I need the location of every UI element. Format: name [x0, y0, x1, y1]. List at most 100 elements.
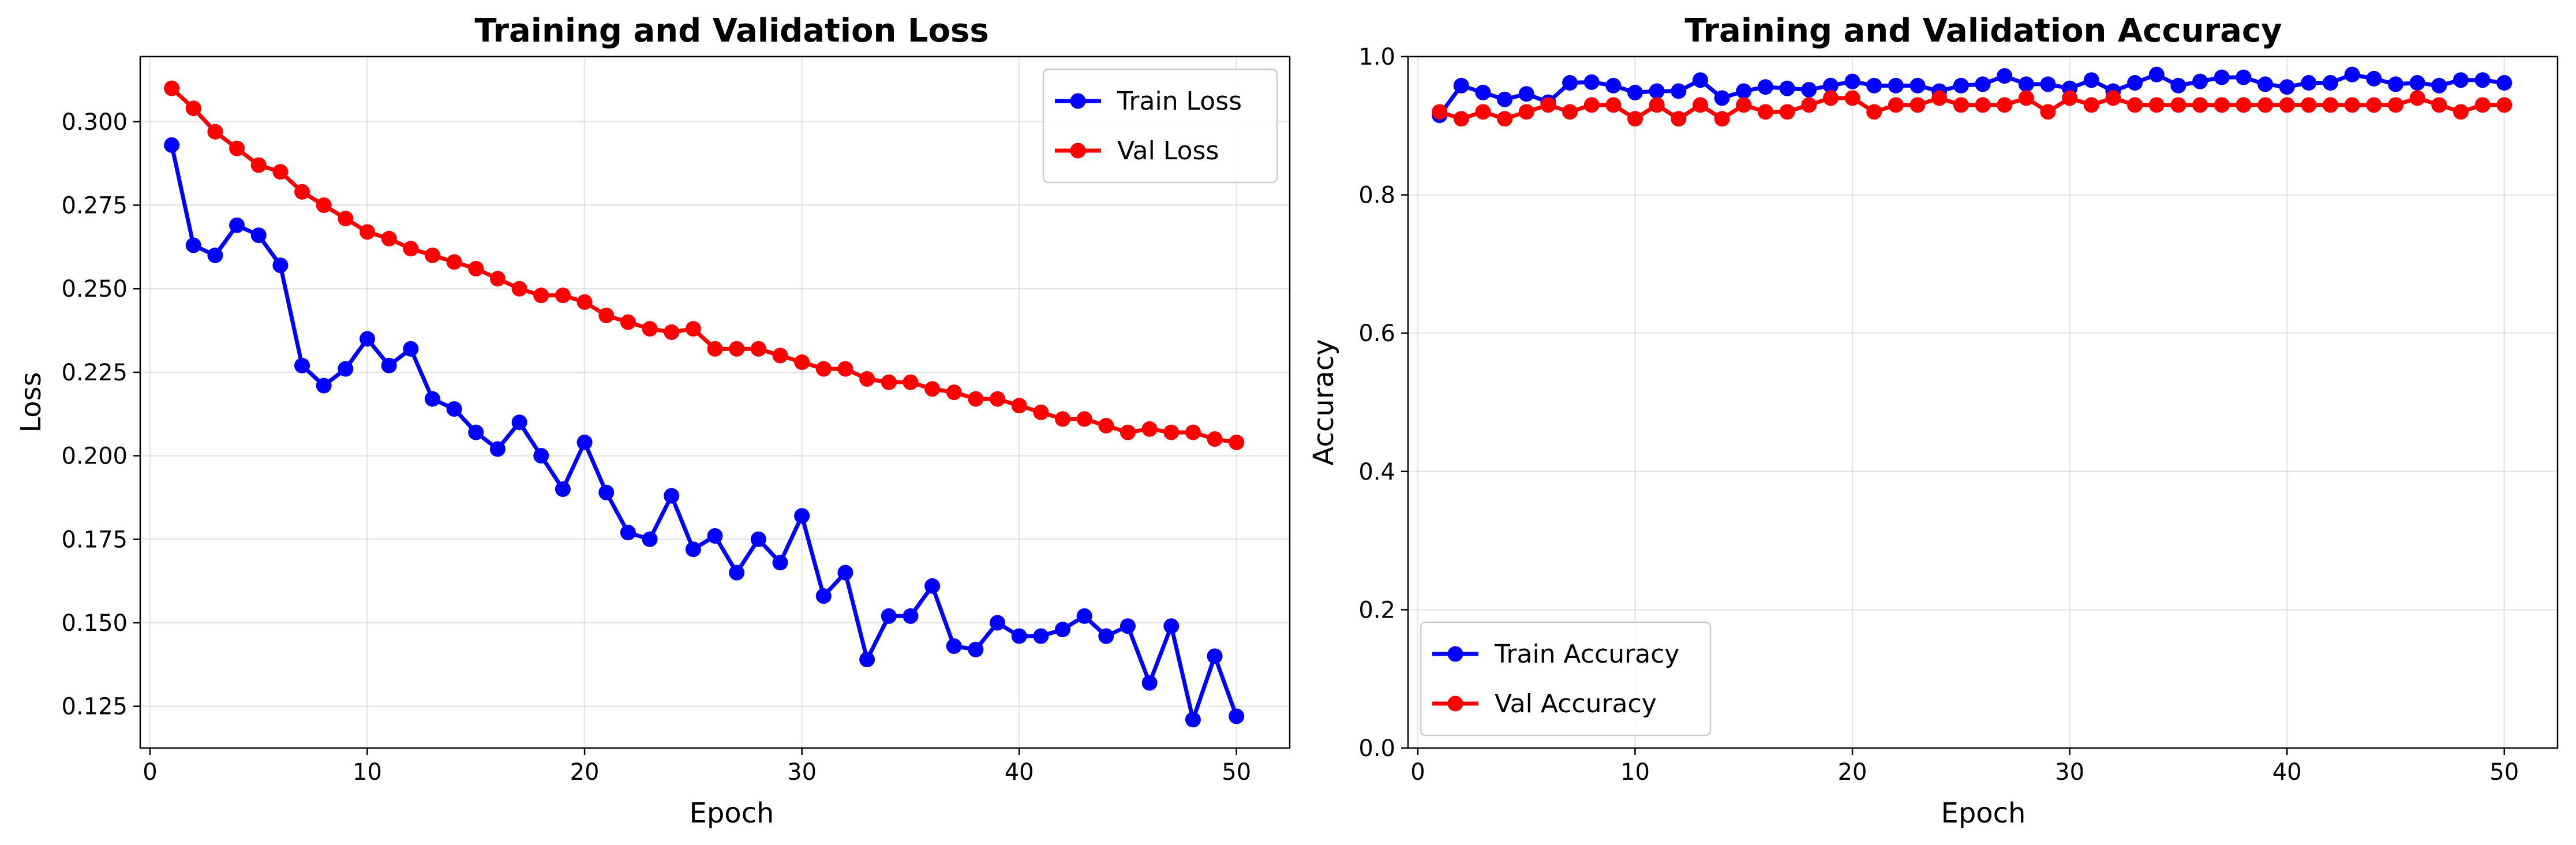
loss-series-0-point-39	[990, 615, 1006, 631]
accuracy-y-tick-label-5: 1.0	[1358, 44, 1395, 70]
accuracy-series-1-point-16	[1757, 104, 1773, 120]
loss-series-1-point-12	[403, 241, 419, 257]
loss-series-0-point-2	[185, 237, 201, 253]
accuracy-chart-title: Training and Validation Accuracy	[1684, 12, 2282, 50]
loss-legend-swatch-marker-1	[1070, 143, 1086, 159]
loss-series-0-point-35	[903, 608, 919, 624]
accuracy-series-1-point-37	[2214, 97, 2230, 113]
accuracy-series-0-point-37	[2214, 69, 2230, 85]
accuracy-series-1-point-44	[2366, 97, 2382, 113]
loss-y-tick-label-7: 0.300	[61, 109, 128, 136]
loss-series-1	[164, 80, 1245, 450]
accuracy-series-0-point-14	[1714, 90, 1730, 106]
loss-series-1-point-48	[1185, 424, 1201, 440]
loss-series-1-point-22	[620, 314, 636, 330]
accuracy-series-1-point-34	[2148, 97, 2165, 113]
loss-series-1-point-38	[968, 391, 984, 407]
accuracy-series-1-point-29	[2040, 104, 2056, 120]
loss-series-1-point-31	[815, 361, 832, 377]
loss-series-0-point-25	[685, 541, 701, 558]
loss-series-1-point-40	[1011, 398, 1027, 414]
accuracy-legend-label-1: Val Accuracy	[1495, 689, 1657, 719]
loss-series-0-point-17	[511, 414, 527, 431]
loss-series-0-point-20	[576, 434, 593, 450]
loss-series-0-point-28	[750, 531, 766, 547]
loss-series-1-point-24	[664, 324, 680, 340]
loss-x-tick-label-2: 20	[570, 759, 600, 786]
accuracy-series-0-point-3	[1475, 84, 1491, 100]
loss-series-1-point-14	[446, 254, 462, 270]
accuracy-x-tick-label-2: 20	[1838, 759, 1867, 786]
loss-series-0-point-30	[794, 508, 810, 524]
accuracy-series-0-point-49	[2474, 72, 2491, 88]
loss-series-0-point-44	[1098, 628, 1114, 644]
accuracy-series-1-point-7	[1562, 104, 1578, 120]
loss-series-0-point-29	[772, 555, 788, 571]
loss-series-0-point-18	[533, 448, 549, 464]
accuracy-series-1-point-39	[2257, 97, 2274, 113]
loss-series-0-point-49	[1207, 648, 1223, 664]
loss-y-tick-label-3: 0.200	[61, 443, 128, 470]
accuracy-series-0-point-9	[1605, 77, 1622, 94]
accuracy-series-1-point-42	[2322, 97, 2338, 113]
accuracy-series-0-point-29	[2040, 76, 2056, 92]
accuracy-series-0-point-43	[2344, 66, 2360, 83]
loss-series-1-point-9	[338, 211, 354, 227]
loss-series-1-point-34	[881, 374, 897, 390]
accuracy-series-0-point-45	[2387, 76, 2403, 92]
loss-chart-title: Training and Validation Loss	[474, 12, 989, 50]
accuracy-series-0-point-31	[2083, 72, 2099, 88]
accuracy-series-1-point-19	[1822, 90, 1839, 106]
accuracy-series-1-point-31	[2083, 97, 2099, 113]
accuracy-legend-swatch-marker-1	[1447, 696, 1463, 712]
loss-series-1-point-4	[229, 140, 245, 156]
loss-series-0-point-43	[1076, 608, 1092, 624]
accuracy-series-0-point-44	[2366, 70, 2382, 87]
accuracy-series-1-point-13	[1692, 97, 1708, 113]
loss-series-0-point-24	[664, 488, 680, 504]
loss-series-1-point-29	[772, 347, 788, 364]
accuracy-series-0-point-22	[1888, 77, 1904, 94]
loss-y-axis-label: Loss	[15, 372, 47, 432]
accuracy-x-tick-label-3: 30	[2055, 759, 2084, 786]
loss-x-tick-label-4: 40	[1005, 759, 1034, 786]
loss-series-0-point-9	[338, 361, 354, 377]
loss-axes-frame	[139, 55, 1291, 749]
loss-y-tick-label-5: 0.250	[61, 276, 128, 302]
accuracy-legend-box	[1420, 621, 1712, 736]
loss-series-1-point-43	[1076, 411, 1092, 427]
loss-series-0-point-34	[881, 608, 897, 624]
loss-chart: Training and Validation Loss Epoch Loss …	[15, 12, 1291, 829]
loss-series-0-point-32	[837, 564, 853, 581]
loss-series-1-point-21	[598, 308, 615, 324]
loss-series-0-point-16	[489, 441, 506, 457]
accuracy-grid	[1408, 55, 2558, 749]
accuracy-x-tick-label-5: 50	[2489, 759, 2519, 786]
accuracy-series-1-point-4	[1497, 111, 1513, 127]
loss-series-1-point-1	[164, 80, 180, 96]
loss-series-0-point-50	[1229, 708, 1245, 724]
loss-series-0-point-21	[598, 484, 615, 500]
loss-x-tick-label-1: 10	[353, 759, 382, 786]
accuracy-series-0-point-36	[2192, 73, 2208, 89]
accuracy-series-1-point-12	[1671, 111, 1687, 127]
accuracy-series-0-point-19	[1822, 77, 1839, 94]
accuracy-series-1-point-9	[1605, 97, 1622, 113]
loss-series-1-point-33	[859, 371, 875, 387]
accuracy-series-0-point-5	[1518, 86, 1534, 102]
accuracy-series-0-point-40	[2279, 79, 2295, 95]
loss-series-1-point-37	[946, 384, 962, 401]
accuracy-chart: Training and Validation Accuracy Epoch A…	[1308, 12, 2559, 829]
accuracy-series-0-point-2	[1453, 77, 1469, 94]
accuracy-series-1-point-3	[1475, 104, 1491, 120]
loss-series-1-point-23	[642, 321, 658, 337]
loss-series-0-point-45	[1119, 618, 1136, 634]
loss-series-0-point-37	[946, 638, 962, 654]
loss-series-1-point-47	[1163, 424, 1180, 440]
loss-x-tick-label-3: 30	[787, 759, 817, 786]
loss-series-1-point-20	[576, 294, 593, 310]
loss-series-0-point-31	[815, 588, 832, 604]
accuracy-series-1-point-1	[1432, 104, 1448, 120]
accuracy-series-1-point-23	[1909, 97, 1926, 113]
